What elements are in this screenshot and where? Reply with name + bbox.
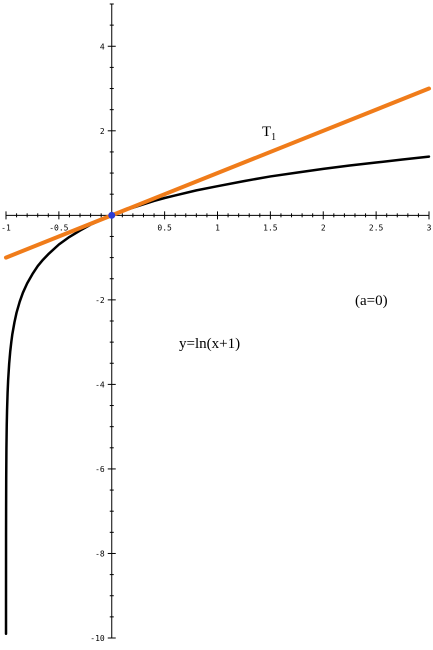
curve-label: y=ln(x+1): [179, 336, 240, 352]
ticks: [5, 3, 430, 639]
y-tick-label: -10: [90, 634, 105, 643]
tangent-line: [4, 86, 431, 260]
x-tick-label: -0.5: [49, 223, 68, 232]
y-tick-label: -2: [95, 296, 105, 305]
x-tick-label: 1.5: [263, 223, 278, 232]
x-tick-label: 1: [215, 223, 220, 232]
log-curve: [4, 155, 431, 636]
param-label: (a=0): [355, 293, 388, 309]
tangent-label-main: T: [262, 124, 271, 140]
axes: [6, 4, 429, 638]
x-tick-label: 2: [321, 223, 326, 232]
tangent-point: [108, 211, 116, 219]
tangent-label: T1: [262, 124, 276, 143]
x-tick-label: -1: [1, 223, 11, 232]
series-layer: [4, 86, 431, 636]
y-tick-label: -6: [95, 465, 105, 474]
y-tick-label: -8: [95, 549, 105, 558]
x-tick-label: 0.5: [157, 223, 172, 232]
tick-labels: -1 -0.5 0.5 1 1.5 2 2.5 3 4 2 -2 -4 -6 -8 -10: [1, 42, 431, 643]
point-layer: [108, 211, 116, 219]
x-tick-label: 3: [427, 223, 432, 232]
tangent-label-subscript: 1: [271, 132, 276, 143]
y-tick-label: -4: [95, 380, 105, 389]
y-tick-label: 4: [100, 42, 105, 51]
x-tick-label: 2.5: [369, 223, 384, 232]
y-tick-label: 2: [100, 127, 105, 136]
